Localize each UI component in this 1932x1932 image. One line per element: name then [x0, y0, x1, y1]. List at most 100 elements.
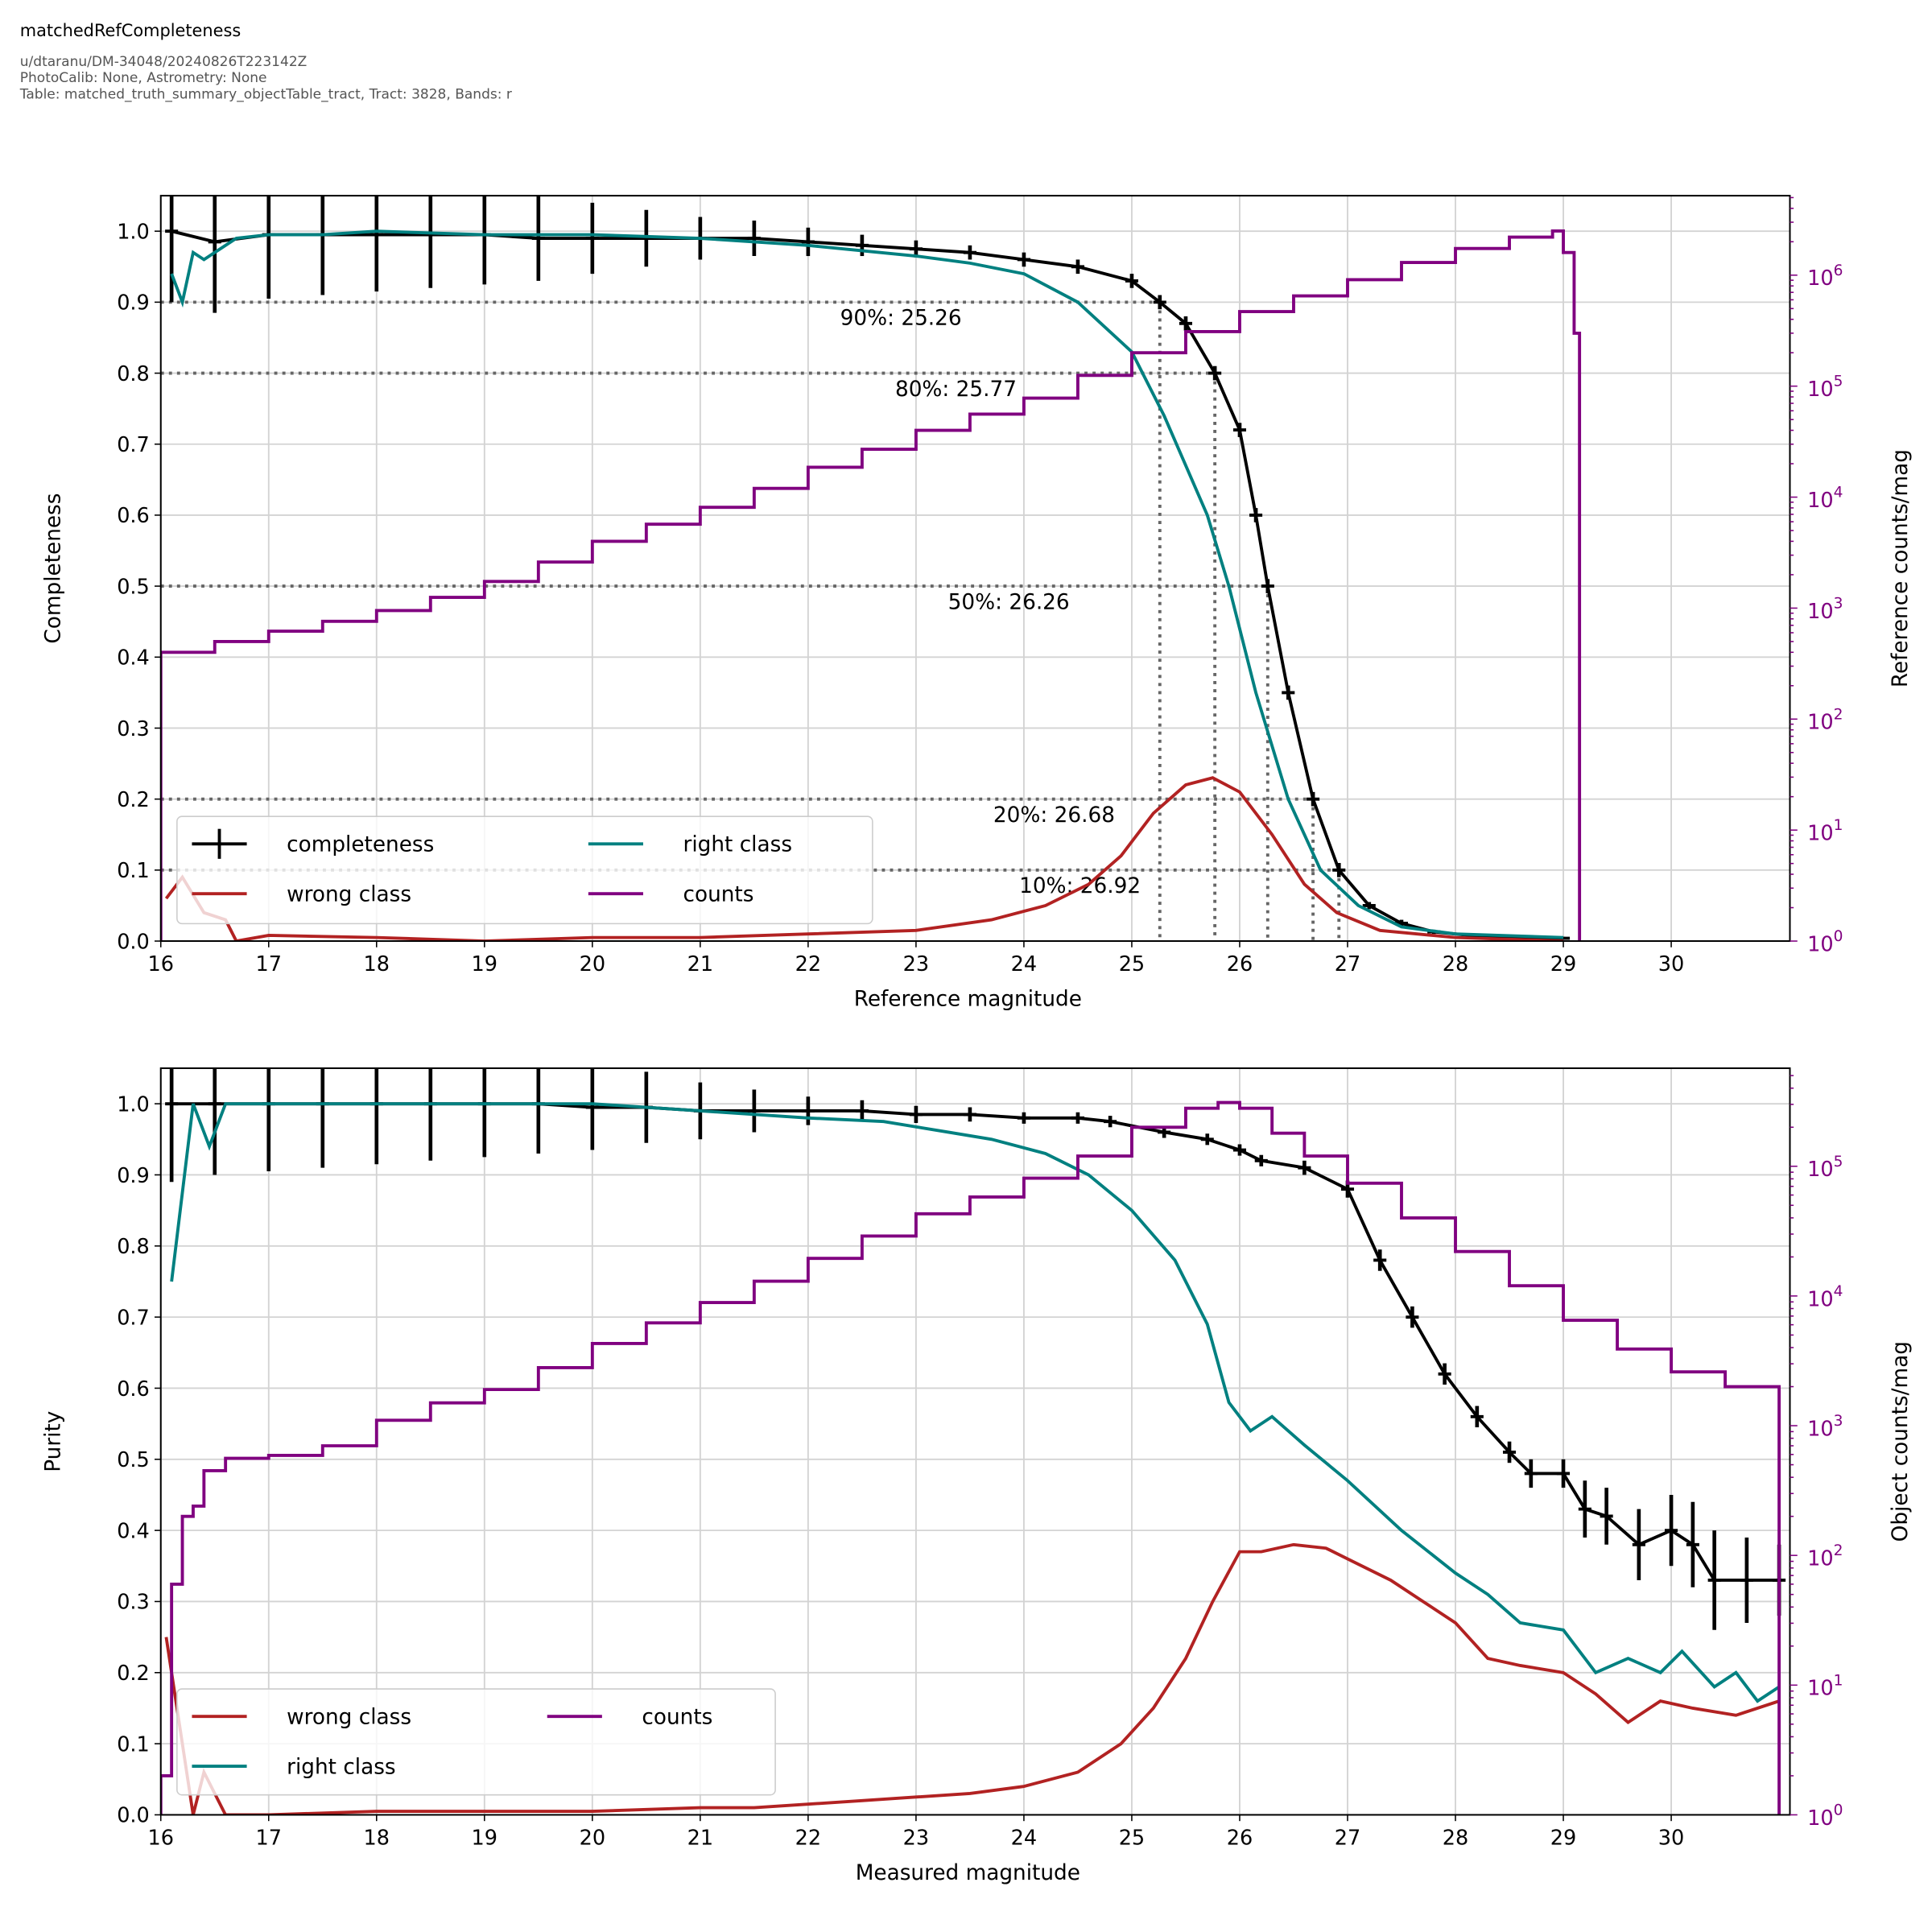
legend-label: right class — [683, 833, 793, 857]
purity-panel: 16 17 18 19 20 21 22 23 24 25 26 27 28 29 300.00.10.20… — [41, 1067, 1913, 1885]
x-tick-label: 21 — [687, 952, 714, 976]
legend-box — [176, 815, 873, 925]
legend-label: counts — [642, 1705, 712, 1729]
y-tick-label: 0.6 — [117, 1377, 150, 1402]
threshold-label: 20%: 26.68 — [993, 803, 1115, 828]
y2-tick-base: 10 — [1807, 1547, 1834, 1571]
y2-tick-base: 10 — [1807, 489, 1834, 513]
y2-tick-label: 104 — [1807, 1283, 1843, 1311]
y2-tick-base: 10 — [1807, 1677, 1834, 1701]
figure-title: matchedRefCompleteness — [20, 21, 242, 40]
y2-tick-label: 101 — [1807, 1672, 1843, 1700]
x-tick-label: 18 — [364, 1827, 390, 1851]
wrong-class-line — [164, 1542, 1780, 1815]
legend-label: counts — [683, 882, 754, 906]
y2-tick-exp: 3 — [1834, 1413, 1843, 1430]
y2-tick-base: 10 — [1807, 1806, 1834, 1831]
y2-tick-exp: 2 — [1834, 1542, 1843, 1559]
counts-step-line — [160, 1100, 1781, 1815]
y2-tick-base: 10 — [1807, 1158, 1834, 1182]
y-tick-label: 0.1 — [117, 1732, 150, 1757]
y2-tick-label: 103 — [1807, 595, 1843, 623]
plot-area: 90%: 25.26 80%: 25.77 50%: 26.26 20%: 26.68… — [160, 196, 1582, 942]
x-axis-label: Reference magnitude — [854, 988, 1082, 1012]
y-axis-label: Purity — [41, 1411, 65, 1472]
subtitle-line-3: Table: matched_truth_summary_objectTable… — [19, 86, 512, 102]
y-tick-label: 0.3 — [117, 1591, 150, 1615]
legend-label: right class — [287, 1755, 396, 1779]
y2-tick-label: 100 — [1807, 928, 1843, 956]
y2-tick-exp: 6 — [1834, 262, 1843, 279]
y-tick-label: 0.7 — [117, 1306, 150, 1330]
y2-tick-exp: 0 — [1834, 928, 1843, 945]
legend-label: wrong class — [287, 1705, 411, 1729]
legend: completeness right class wrong class counts — [176, 815, 873, 925]
plot-area — [160, 1067, 1786, 1815]
y2-tick-exp: 4 — [1834, 485, 1843, 502]
y-tick-label: 0.1 — [117, 859, 150, 883]
y-tick-label: 0.7 — [117, 433, 150, 457]
x-tick-label: 21 — [687, 1827, 714, 1851]
y2-tick-label: 105 — [1807, 1154, 1843, 1182]
y-tick-label: 0.4 — [117, 646, 150, 671]
y-tick-label: 0.8 — [117, 1235, 150, 1259]
legend-label: wrong class — [287, 882, 411, 906]
x-tick-label: 29 — [1550, 1827, 1577, 1851]
y2-tick-base: 10 — [1807, 711, 1834, 735]
y2-tick-exp: 1 — [1834, 1672, 1843, 1689]
y-tick-label: 0.4 — [117, 1519, 150, 1543]
legend-box — [176, 1688, 776, 1796]
x-tick-label: 20 — [580, 952, 606, 976]
legend: wrong class counts right class — [176, 1688, 776, 1796]
threshold-label: 90%: 25.26 — [840, 307, 962, 331]
y-tick-label: 0.2 — [117, 788, 150, 812]
y-tick-label: 0.9 — [117, 1164, 150, 1188]
right-class-line — [170, 229, 1564, 939]
y-tick-label: 0.5 — [117, 1448, 150, 1472]
y2-tick-base: 10 — [1807, 600, 1834, 624]
x-tick-label: 28 — [1443, 1827, 1469, 1851]
x-tick-label: 28 — [1443, 952, 1469, 976]
y-tick-label: 0.0 — [117, 1804, 150, 1828]
x-tick-label: 26 — [1227, 952, 1253, 976]
x-tick-label: 17 — [256, 952, 283, 976]
y2-tick-exp: 1 — [1834, 817, 1843, 834]
subtitle-line-2: PhotoCalib: None, Astrometry: None — [20, 70, 267, 86]
x-tick-label: 18 — [364, 952, 390, 976]
y2-tick-label: 104 — [1807, 485, 1843, 513]
x-tick-label: 26 — [1227, 1827, 1253, 1851]
x-tick-label: 25 — [1119, 952, 1146, 976]
y2-tick-label: 102 — [1807, 706, 1843, 734]
y-tick-label: 0.0 — [117, 930, 150, 954]
threshold-label: 80%: 25.77 — [895, 378, 1017, 402]
right-class-line — [170, 1102, 1781, 1703]
x-tick-label: 17 — [256, 1827, 283, 1851]
counts-step-line — [160, 229, 1582, 942]
y2-tick-base: 10 — [1807, 1417, 1834, 1441]
y-tick-label: 0.2 — [117, 1662, 150, 1686]
y2-tick-label: 106 — [1807, 262, 1843, 291]
y-axis-label: Completeness — [41, 493, 65, 644]
subtitle-line-1: u/dtaranu/DM-34048/20240826T223142Z — [20, 54, 308, 70]
x-tick-label: 19 — [472, 952, 498, 976]
y2-tick-label: 105 — [1807, 374, 1843, 402]
x-tick-label: 24 — [1011, 1827, 1037, 1851]
x-tick-label: 16 — [147, 952, 174, 976]
axes-frame — [159, 1067, 1791, 1816]
y2-tick-base: 10 — [1807, 1287, 1834, 1311]
y2-tick-label: 103 — [1807, 1413, 1843, 1441]
y-tick-label: 0.3 — [117, 717, 150, 741]
y-tick-label: 0.5 — [117, 575, 150, 599]
x-tick-label: 16 — [147, 1827, 174, 1851]
y2-tick-label: 100 — [1807, 1802, 1843, 1830]
x-axis-label: Measured magnitude — [856, 1861, 1080, 1885]
y2-tick-exp: 5 — [1834, 374, 1843, 390]
y2-tick-exp: 0 — [1834, 1802, 1843, 1818]
y2-tick-label: 102 — [1807, 1542, 1843, 1571]
y-tick-label: 0.9 — [117, 291, 150, 316]
y2-axis-label: Object counts/mag — [1889, 1341, 1913, 1542]
axes-frame — [159, 195, 1791, 943]
y2-tick-base: 10 — [1807, 378, 1834, 402]
threshold-label: 10%: 26.92 — [1019, 874, 1141, 898]
